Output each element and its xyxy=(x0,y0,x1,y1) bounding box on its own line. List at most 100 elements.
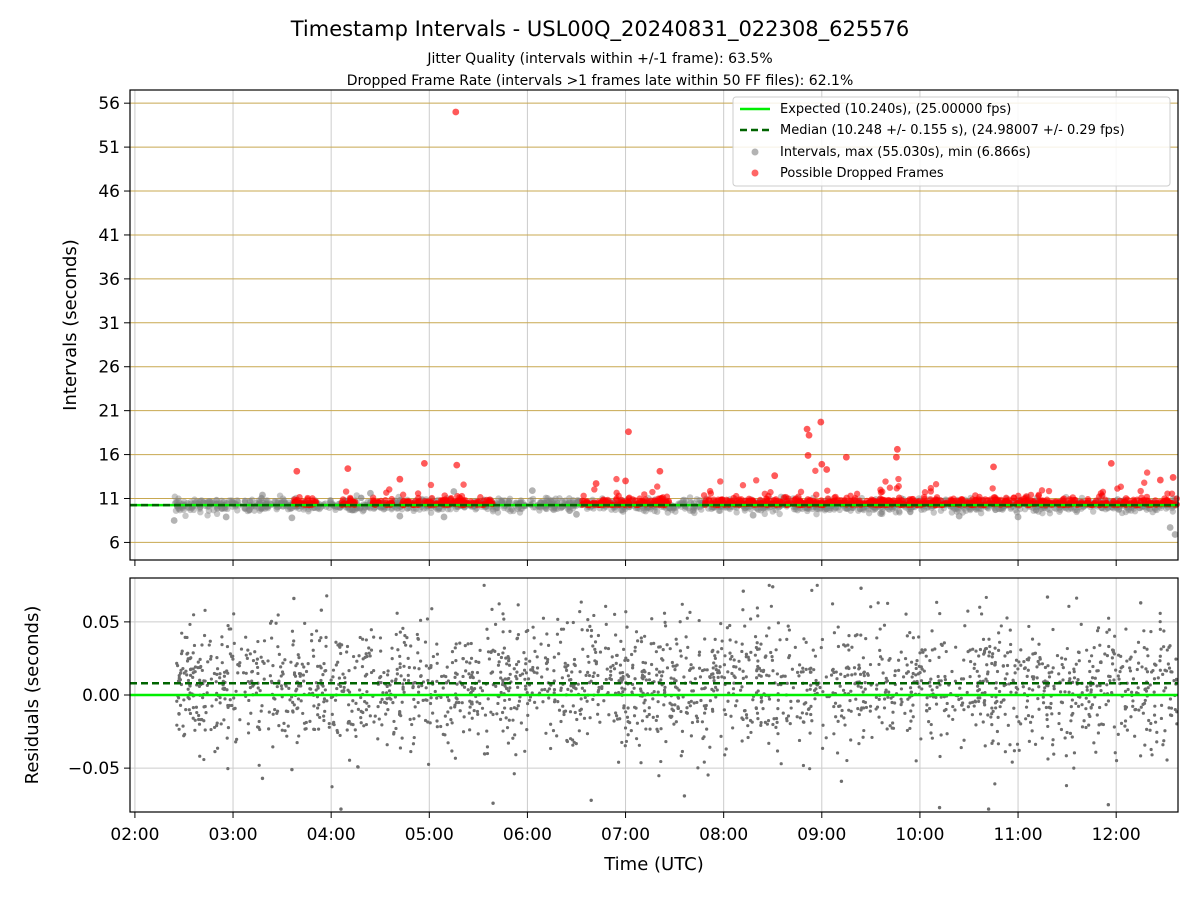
residual-point xyxy=(387,689,392,693)
residual-point xyxy=(512,706,517,710)
residual-point xyxy=(1173,707,1177,712)
residual-point xyxy=(585,628,590,632)
residual-point xyxy=(939,733,943,737)
residual-point xyxy=(306,661,310,666)
interval-point xyxy=(287,504,295,512)
residual-point xyxy=(1012,749,1016,753)
residual-point xyxy=(392,719,396,724)
residual-point xyxy=(914,662,918,666)
interval-point xyxy=(566,507,574,514)
residual-point xyxy=(688,668,692,672)
residual-point xyxy=(376,737,380,741)
residual-point xyxy=(790,667,795,671)
dropped-frame-point xyxy=(813,491,820,498)
residual-point xyxy=(919,737,923,741)
residual-point xyxy=(396,648,400,652)
residual-point xyxy=(1131,704,1135,708)
residual-point xyxy=(468,705,472,709)
interval-point xyxy=(930,509,937,516)
interval-point xyxy=(556,495,563,502)
residual-point xyxy=(596,690,600,694)
residual-point xyxy=(749,730,753,735)
residual-point xyxy=(261,659,265,664)
interval-point xyxy=(241,505,248,512)
residual-point xyxy=(915,658,919,663)
residual-point xyxy=(587,673,592,678)
residual-point xyxy=(1112,678,1116,682)
residual-point xyxy=(415,632,419,637)
interval-point xyxy=(357,494,365,501)
residual-point xyxy=(259,655,263,659)
interval-point xyxy=(977,509,985,517)
residual-point xyxy=(1072,751,1077,755)
residual-point xyxy=(756,659,760,663)
residual-point xyxy=(338,684,343,689)
interval-point xyxy=(359,508,367,515)
residual-point xyxy=(925,703,929,707)
residual-point xyxy=(998,640,1002,644)
residual-point xyxy=(887,658,891,662)
residual-point xyxy=(321,673,325,677)
residual-point xyxy=(209,677,213,681)
residual-point xyxy=(835,751,840,755)
residual-point xyxy=(990,706,994,710)
residual-point xyxy=(633,677,637,681)
residual-point xyxy=(1129,715,1133,719)
residual-point xyxy=(625,625,629,629)
residual-point xyxy=(875,683,879,687)
residual-point xyxy=(596,703,600,707)
residual-point xyxy=(1080,725,1085,729)
residual-point xyxy=(989,715,993,719)
residual-point xyxy=(364,652,368,656)
interval-point xyxy=(234,507,241,514)
residual-point xyxy=(833,701,838,705)
residual-point xyxy=(584,673,588,677)
residual-point xyxy=(1094,750,1098,754)
residual-point xyxy=(485,751,490,756)
residual-point xyxy=(1130,690,1134,694)
residual-point xyxy=(1119,721,1124,725)
residual-point xyxy=(1058,690,1063,694)
residual-point xyxy=(376,705,380,709)
residual-point xyxy=(361,657,365,661)
residual-point xyxy=(288,698,292,702)
dropped-frame-point xyxy=(890,497,897,504)
dropped-frame-point xyxy=(818,460,826,468)
residual-point xyxy=(350,709,354,713)
residual-point xyxy=(942,641,946,645)
residual-point xyxy=(903,656,908,661)
residual-point xyxy=(1030,715,1035,719)
residual-point xyxy=(268,674,272,678)
residual-point xyxy=(935,600,939,604)
residual-point xyxy=(331,675,335,679)
interval-point xyxy=(229,498,236,506)
residual-point xyxy=(395,611,399,615)
interval-point xyxy=(827,505,835,512)
residual-point xyxy=(1123,719,1128,723)
dropped-frame-point xyxy=(447,494,455,502)
residual-point xyxy=(730,654,734,659)
residual-point xyxy=(1125,728,1129,732)
residual-point xyxy=(365,690,369,694)
residual-point xyxy=(1077,659,1081,663)
residual-point xyxy=(347,703,351,707)
residual-point xyxy=(1162,689,1166,693)
residual-point xyxy=(318,664,322,668)
residual-point xyxy=(222,674,227,678)
interval-point xyxy=(489,506,497,513)
residual-point xyxy=(785,637,789,642)
residual-point xyxy=(556,617,560,621)
residual-point xyxy=(357,654,361,658)
dropped-frame-point xyxy=(877,489,885,496)
residual-point xyxy=(322,700,326,704)
dropped-frame-point xyxy=(625,428,632,436)
residual-point xyxy=(899,650,903,654)
residual-point xyxy=(927,706,932,711)
residual-point xyxy=(1168,644,1172,648)
residual-point xyxy=(1027,739,1031,743)
residual-point xyxy=(723,654,727,658)
residual-point xyxy=(181,724,185,728)
interval-point xyxy=(1032,506,1040,514)
residual-point xyxy=(880,721,884,725)
interval-point xyxy=(222,505,229,512)
